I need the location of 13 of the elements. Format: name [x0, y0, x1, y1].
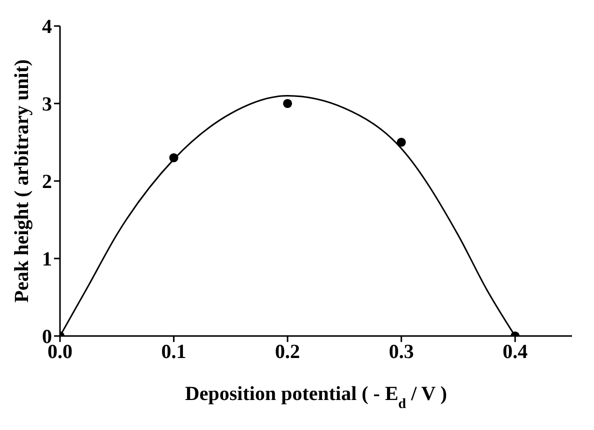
y-tick-label: 1 — [42, 248, 52, 271]
x-tick-label: 0.1 — [161, 341, 186, 364]
x-tick-label: 0.3 — [388, 341, 414, 364]
point — [169, 153, 178, 162]
y-tick-label: 4 — [42, 16, 52, 38]
x-tick-label: 0.4 — [502, 341, 528, 364]
x-axis-title: Deposition potential ( - E$_{d}$ / V ) — [184, 383, 448, 412]
y-tick-label: 3 — [42, 94, 52, 116]
x-tick-label: 0.2 — [275, 341, 300, 364]
y-axis-title: Peak height ( arbitrary unit) — [11, 59, 33, 303]
point — [396, 138, 406, 147]
y-tick-label: 2 — [42, 171, 52, 194]
point — [283, 98, 292, 108]
